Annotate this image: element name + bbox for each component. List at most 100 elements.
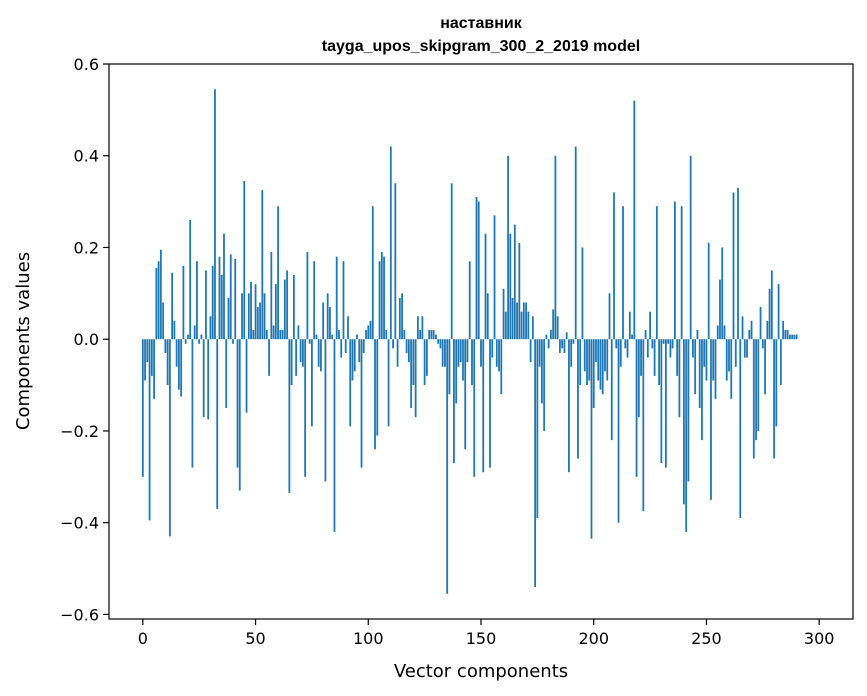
chart-title: наставник bbox=[440, 15, 523, 32]
bar-6 bbox=[155, 268, 158, 340]
bar-135 bbox=[446, 339, 449, 594]
bar-192 bbox=[574, 146, 577, 340]
x-tick-label: 150 bbox=[466, 629, 497, 648]
bar-171 bbox=[527, 311, 530, 340]
bar-205 bbox=[604, 339, 606, 372]
bar-204 bbox=[601, 339, 604, 395]
bar-211 bbox=[617, 339, 620, 523]
bar-81 bbox=[324, 339, 327, 482]
bar-286 bbox=[786, 330, 789, 340]
bar-31 bbox=[211, 265, 214, 340]
bar-46 bbox=[245, 339, 248, 413]
bar-4 bbox=[150, 339, 153, 376]
bar-285 bbox=[784, 330, 787, 340]
bar-159 bbox=[500, 339, 503, 395]
bar-154 bbox=[489, 339, 491, 468]
bar-176 bbox=[538, 339, 541, 367]
bar-101 bbox=[369, 320, 372, 340]
bar-177 bbox=[540, 339, 543, 404]
bar-267 bbox=[743, 339, 746, 358]
bar-111 bbox=[392, 339, 394, 349]
bar-43 bbox=[238, 339, 241, 491]
bar-65 bbox=[288, 339, 291, 493]
bar-87 bbox=[338, 330, 340, 340]
bar-200 bbox=[592, 339, 595, 409]
bar-91 bbox=[347, 316, 349, 340]
bar-157 bbox=[495, 339, 498, 367]
bar-234 bbox=[669, 339, 672, 358]
bar-213 bbox=[622, 206, 624, 340]
x-tick-label: 200 bbox=[578, 629, 609, 648]
bar-94 bbox=[353, 339, 356, 372]
bar-244 bbox=[692, 339, 694, 358]
bar-17 bbox=[180, 339, 183, 397]
bar-117 bbox=[405, 339, 408, 353]
bar-78 bbox=[317, 339, 320, 367]
bar-63 bbox=[283, 279, 286, 340]
bar-19 bbox=[184, 339, 187, 344]
bar-115 bbox=[401, 293, 403, 340]
bar-255 bbox=[716, 325, 719, 340]
bar-281 bbox=[775, 339, 778, 427]
y-tick-label: 0.6 bbox=[74, 55, 99, 74]
bar-93 bbox=[351, 339, 354, 381]
bar-147 bbox=[473, 339, 476, 477]
bar-77 bbox=[315, 334, 318, 340]
bar-289 bbox=[793, 334, 796, 340]
bar-26 bbox=[200, 334, 203, 340]
bar-274 bbox=[759, 307, 762, 340]
bar-153 bbox=[486, 293, 489, 340]
bar-173 bbox=[531, 316, 534, 340]
bar-13 bbox=[171, 272, 174, 340]
bar-199 bbox=[590, 339, 593, 539]
bar-73 bbox=[306, 252, 309, 340]
bar-164 bbox=[511, 297, 514, 340]
bar-3 bbox=[148, 339, 151, 521]
bar-216 bbox=[628, 311, 631, 340]
bar-189 bbox=[568, 339, 570, 473]
bar-88 bbox=[340, 339, 343, 358]
bar-250 bbox=[705, 339, 708, 381]
bar-126 bbox=[425, 339, 428, 376]
bar-41 bbox=[234, 258, 237, 340]
bar-232 bbox=[664, 339, 667, 468]
bar-265 bbox=[739, 339, 742, 519]
bar-271 bbox=[752, 339, 755, 459]
bar-140 bbox=[457, 339, 460, 367]
bar-181 bbox=[549, 330, 552, 340]
bar-252 bbox=[710, 339, 712, 500]
bar-79 bbox=[320, 339, 322, 372]
bar-170 bbox=[525, 302, 527, 340]
bar-35 bbox=[220, 274, 223, 340]
bar-97 bbox=[360, 339, 363, 468]
bar-14 bbox=[173, 320, 176, 340]
bar-162 bbox=[507, 155, 509, 340]
bar-105 bbox=[378, 261, 381, 340]
bar-261 bbox=[730, 339, 733, 399]
bar-141 bbox=[459, 339, 462, 363]
bar-38 bbox=[227, 297, 230, 340]
y-tick-label: −0.2 bbox=[60, 422, 99, 441]
x-tick-label: 50 bbox=[245, 629, 265, 648]
bar-149 bbox=[477, 201, 480, 340]
bar-18 bbox=[182, 265, 185, 340]
bar-187 bbox=[563, 339, 566, 353]
bar-56 bbox=[268, 339, 270, 376]
bar-161 bbox=[504, 311, 507, 340]
bar-71 bbox=[301, 339, 304, 367]
bar-66 bbox=[290, 339, 293, 386]
bar-256 bbox=[719, 279, 721, 340]
y-axis-label: Components values bbox=[13, 252, 34, 430]
bar-158 bbox=[498, 339, 500, 372]
bar-165 bbox=[513, 224, 516, 340]
bar-64 bbox=[286, 270, 289, 340]
bar-169 bbox=[522, 302, 525, 340]
bar-233 bbox=[667, 339, 670, 344]
bar-145 bbox=[468, 261, 471, 340]
bar-175 bbox=[536, 339, 539, 519]
bar-114 bbox=[398, 297, 401, 340]
bar-277 bbox=[766, 320, 769, 340]
bar-201 bbox=[595, 339, 597, 363]
bar-209 bbox=[613, 192, 615, 340]
bar-67 bbox=[292, 274, 295, 340]
